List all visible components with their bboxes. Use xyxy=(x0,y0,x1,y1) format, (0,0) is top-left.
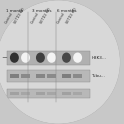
Ellipse shape xyxy=(47,53,56,63)
Bar xyxy=(10,75,19,78)
Bar xyxy=(62,75,71,78)
Text: Control: Control xyxy=(56,11,66,25)
Text: 3 months: 3 months xyxy=(32,9,51,13)
Ellipse shape xyxy=(10,53,19,63)
Text: SETD2 KO: SETD2 KO xyxy=(13,8,26,25)
Bar xyxy=(7,89,90,98)
Bar xyxy=(47,75,56,78)
Bar xyxy=(21,92,30,95)
Text: Control: Control xyxy=(30,11,40,25)
Text: 1 month: 1 month xyxy=(6,9,24,13)
Ellipse shape xyxy=(21,53,30,63)
Text: SETD2 KO: SETD2 KO xyxy=(39,8,52,25)
Text: SETD2 KO: SETD2 KO xyxy=(65,8,78,25)
Bar xyxy=(36,75,45,78)
Ellipse shape xyxy=(0,0,120,124)
Bar xyxy=(36,92,45,95)
Bar xyxy=(73,92,82,95)
Text: 6 months: 6 months xyxy=(57,9,77,13)
Bar xyxy=(73,75,82,78)
Text: H3K3…: H3K3… xyxy=(91,56,106,60)
Bar xyxy=(62,92,71,95)
Text: −: − xyxy=(1,55,7,61)
Text: Tubu…: Tubu… xyxy=(91,74,105,78)
Ellipse shape xyxy=(73,53,82,63)
Ellipse shape xyxy=(62,53,71,63)
Bar xyxy=(10,92,19,95)
Bar xyxy=(21,75,30,78)
Text: Control: Control xyxy=(4,11,14,25)
Bar xyxy=(47,92,56,95)
Bar xyxy=(7,70,90,82)
Ellipse shape xyxy=(36,53,45,63)
Bar xyxy=(7,51,90,65)
